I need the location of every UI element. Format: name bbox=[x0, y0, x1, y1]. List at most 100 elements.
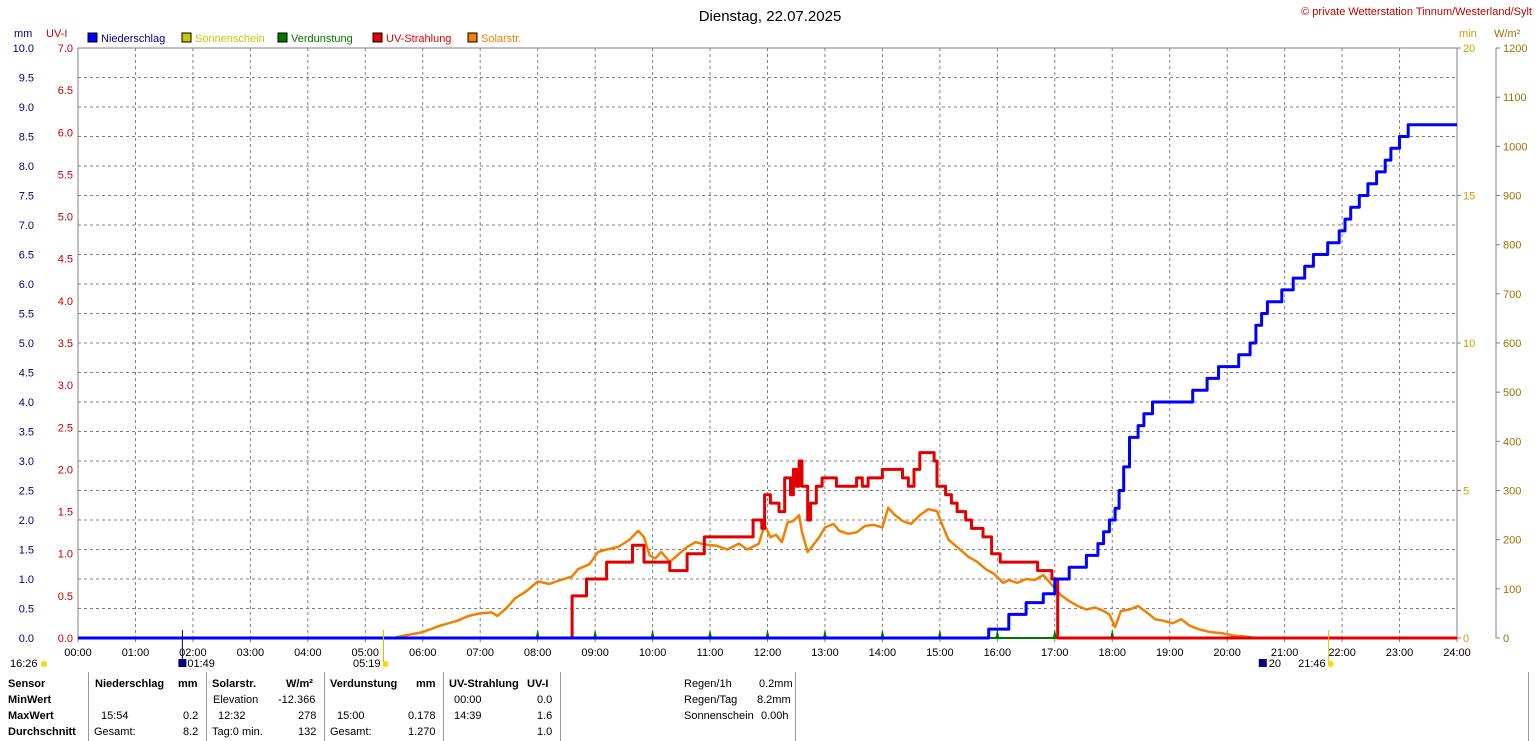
uv-tick-label: 4.5 bbox=[58, 254, 73, 266]
min-tick-label: 10 bbox=[1463, 338, 1475, 350]
copyright-notice: © private Wetterstation Tinnum/Westerlan… bbox=[1301, 6, 1532, 18]
wm2-tick-label: 800 bbox=[1503, 240, 1521, 252]
wm2-tick-label: 1000 bbox=[1503, 141, 1527, 153]
stats-divider bbox=[795, 672, 796, 741]
sun-icon bbox=[1327, 661, 1334, 667]
stats-divider bbox=[206, 672, 207, 741]
legend-swatch bbox=[277, 32, 288, 43]
time-tick-label: 22:00 bbox=[1328, 647, 1356, 659]
mm-tick-label: 0.0 bbox=[19, 633, 34, 645]
stats-min-uv-time: 00:00 bbox=[454, 694, 482, 706]
stats-header-evap-unit: mm bbox=[416, 678, 436, 690]
uv-tick-label: 7.0 bbox=[58, 43, 73, 55]
wm2-tick-label: 500 bbox=[1503, 387, 1521, 399]
time-tick-label: 17:00 bbox=[1041, 647, 1069, 659]
uv-tick-label: 1.0 bbox=[58, 549, 73, 561]
wm2-tick-label: 300 bbox=[1503, 486, 1521, 498]
evap-marker bbox=[535, 629, 540, 638]
series-line-solarstr bbox=[78, 506, 1457, 640]
evap-marker bbox=[822, 629, 827, 638]
stats-table: Sensor Niederschlag mm Solarstr. W/m² Ve… bbox=[0, 672, 1536, 741]
mm-tick-label: 0.5 bbox=[19, 604, 34, 616]
uv-tick-label: 3.0 bbox=[58, 380, 73, 392]
summary-value-rain-1h: 0.2mm bbox=[759, 678, 793, 690]
uv-tick-label: 5.0 bbox=[58, 212, 73, 224]
wm2-tick-label: 600 bbox=[1503, 338, 1521, 350]
evap-marker bbox=[765, 629, 770, 638]
wm2-tick-label: 1200 bbox=[1503, 43, 1527, 55]
wm2-tick-label: 1100 bbox=[1503, 92, 1527, 104]
mm-tick-label: 5.5 bbox=[19, 309, 34, 321]
moonset-marker-label: 20 bbox=[1269, 658, 1281, 670]
stats-divider bbox=[443, 672, 444, 741]
mm-tick-label: 5.0 bbox=[19, 338, 34, 350]
time-tick-label: 00:00 bbox=[64, 647, 92, 659]
stats-header-solar-unit: W/m² bbox=[286, 678, 313, 690]
uv-tick-label: 6.5 bbox=[58, 85, 73, 97]
time-tick-label: 10:00 bbox=[639, 647, 667, 659]
stats-divider bbox=[88, 672, 89, 741]
time-tick-label: 13:00 bbox=[811, 647, 839, 659]
stats-avg-rain-label: Gesamt: bbox=[94, 726, 136, 738]
grid-lines bbox=[78, 48, 1457, 638]
time-tick-label: 06:00 bbox=[409, 647, 437, 659]
time-tick-label: 05:00 bbox=[352, 647, 380, 659]
stats-row-min: MinWert bbox=[8, 694, 52, 706]
legend-swatch bbox=[372, 32, 383, 43]
wm2-tick-label: 400 bbox=[1503, 436, 1521, 448]
stats-max-solar-time: 12:32 bbox=[218, 710, 246, 722]
time-tick-label: 24:00 bbox=[1443, 647, 1471, 659]
mm-tick-label: 4.5 bbox=[19, 368, 34, 380]
time-tick-label: 02:00 bbox=[179, 647, 207, 659]
chart-legend: Niederschlag Sonnenschein Verdunstung UV-St… bbox=[87, 32, 521, 45]
axis-ticks: 10.0 9.5 9.0 8.5 8.0 7.5 7.0 6.5 6.0 5.5 5.0 4.5 4.0… bbox=[13, 43, 1528, 659]
stats-max-evap-time: 15:00 bbox=[337, 710, 365, 722]
min-tick-label: 0 bbox=[1463, 633, 1469, 645]
stats-avg-uv-value: 1.0 bbox=[537, 726, 553, 738]
mm-tick-label: 2.5 bbox=[19, 486, 34, 498]
mm-tick-label: 1.5 bbox=[19, 545, 34, 557]
mm-tick-label: 7.0 bbox=[19, 220, 34, 232]
stats-avg-solar-value: 132 bbox=[298, 726, 317, 738]
evap-marker bbox=[593, 629, 598, 638]
mm-tick-label: 8.5 bbox=[19, 132, 34, 144]
evap-marker bbox=[995, 629, 1000, 638]
wm2-tick-label: 200 bbox=[1503, 535, 1521, 547]
evap-marker bbox=[880, 629, 885, 638]
summary-label-rain-1h: Regen/1h bbox=[684, 678, 732, 690]
mm-tick-label: 6.5 bbox=[19, 250, 34, 262]
time-tick-label: 01:00 bbox=[122, 647, 150, 659]
uv-axis-unit: UV-I bbox=[46, 28, 67, 40]
legend-label: Niederschlag bbox=[101, 33, 165, 45]
sun-icon bbox=[41, 661, 47, 667]
min-tick-label: 20 bbox=[1463, 43, 1475, 55]
legend-swatch bbox=[181, 32, 192, 43]
astro-markers: 16:26 01:49 05:19 20 21:46 bbox=[10, 630, 1334, 670]
weather-chart: Dienstag, 22.07.2025 © private Wettersta… bbox=[10, 6, 1532, 670]
mm-tick-label: 9.5 bbox=[19, 73, 34, 85]
stats-avg-evap-value: 1.270 bbox=[408, 726, 436, 738]
data-series bbox=[78, 123, 1457, 640]
time-tick-label: 09:00 bbox=[581, 647, 609, 659]
stats-row-max: MaxWert bbox=[8, 710, 54, 722]
mm-tick-label: 7.5 bbox=[19, 191, 34, 203]
stats-header-solar: Solarstr. bbox=[212, 678, 257, 690]
mm-tick-label: 2.0 bbox=[19, 515, 34, 527]
stats-divider bbox=[1528, 672, 1529, 741]
moon-icon bbox=[178, 659, 187, 667]
time-tick-label: 08:00 bbox=[524, 647, 552, 659]
stats-avg-rain-value: 8.2 bbox=[183, 726, 199, 738]
sunset-time: 21:46 bbox=[1298, 658, 1326, 670]
stats-min-uv-value: 0.0 bbox=[537, 694, 553, 706]
stats-min-solar-label: Elevation bbox=[213, 694, 259, 706]
wm2-tick-label: 700 bbox=[1503, 289, 1521, 301]
evap-marker bbox=[650, 629, 655, 638]
min-tick-label: 15 bbox=[1463, 191, 1475, 203]
min-axis-unit: min bbox=[1459, 28, 1477, 40]
time-tick-label: 19:00 bbox=[1156, 647, 1184, 659]
legend-swatch bbox=[87, 32, 98, 43]
summary-label-rain-day: Regen/Tag bbox=[684, 694, 738, 706]
time-tick-label: 15:00 bbox=[926, 647, 954, 659]
uv-tick-label: 0.5 bbox=[58, 591, 73, 603]
uv-tick-label: 5.5 bbox=[58, 169, 73, 181]
